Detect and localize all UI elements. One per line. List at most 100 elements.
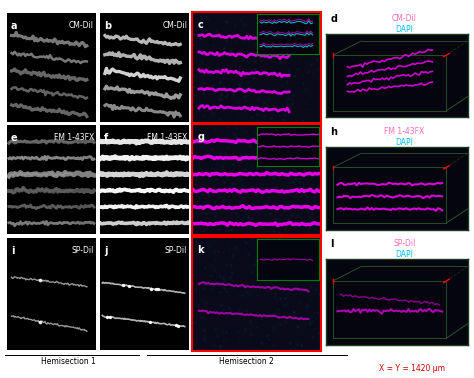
Point [282, 27, 290, 33]
Point [302, 263, 310, 269]
Point [239, 94, 246, 100]
Text: Z= 497 μm: Z= 497 μm [383, 149, 426, 158]
Point [291, 263, 299, 269]
Point [285, 155, 293, 161]
Point [306, 321, 314, 327]
Point [280, 347, 288, 353]
Point [229, 194, 237, 200]
Point [313, 325, 320, 331]
Point [252, 42, 259, 48]
Point [194, 333, 201, 339]
Point [306, 218, 313, 225]
Point [269, 37, 276, 43]
Point [291, 308, 298, 314]
Point [283, 96, 291, 102]
Point [252, 311, 259, 318]
Point [237, 333, 245, 339]
Point [241, 326, 249, 332]
Point [260, 113, 268, 119]
Point [197, 95, 205, 101]
Text: DAPI: DAPI [301, 257, 319, 266]
Point [251, 66, 259, 72]
Text: e: e [10, 133, 17, 143]
Point [203, 103, 210, 109]
Text: FM 1-43FX: FM 1-43FX [147, 133, 187, 142]
Point [316, 330, 323, 336]
Point [315, 28, 322, 34]
Point [277, 24, 285, 30]
Point [301, 86, 309, 92]
Point [220, 84, 228, 90]
Point [237, 28, 244, 34]
Point [226, 206, 234, 212]
Point [301, 258, 309, 264]
Point [241, 150, 248, 156]
Point [220, 161, 228, 167]
Text: b: b [104, 21, 111, 31]
Point [268, 115, 275, 121]
Point [265, 194, 273, 200]
Point [198, 40, 205, 46]
Point [294, 277, 302, 283]
Point [190, 184, 198, 190]
Point [198, 88, 205, 94]
Point [255, 210, 262, 216]
Point [294, 197, 302, 203]
Point [284, 103, 292, 109]
Point [317, 237, 325, 243]
Point [295, 285, 302, 291]
Point [200, 256, 207, 262]
Point [266, 43, 273, 49]
Point [237, 79, 245, 85]
Point [269, 91, 277, 97]
Point [227, 274, 234, 280]
Point [301, 57, 309, 63]
Point [246, 335, 254, 341]
Point [243, 250, 251, 256]
Point [245, 251, 253, 257]
Point [231, 244, 239, 250]
Point [224, 46, 231, 53]
Point [265, 29, 273, 36]
Point [210, 282, 217, 288]
Point [304, 288, 311, 294]
Point [197, 171, 204, 177]
Point [210, 266, 218, 272]
Point [241, 260, 248, 266]
Point [190, 265, 197, 271]
Point [213, 220, 220, 226]
Point [251, 58, 259, 64]
Point [228, 270, 236, 276]
Point [282, 25, 290, 31]
Point [292, 56, 300, 62]
Point [174, 322, 182, 328]
Point [315, 338, 323, 344]
Point [247, 114, 255, 120]
Point [217, 71, 225, 77]
Point [280, 78, 288, 84]
Point [280, 208, 288, 214]
Point [223, 11, 231, 17]
Point [301, 101, 309, 107]
Point [211, 256, 219, 262]
Point [213, 195, 221, 201]
Point [223, 19, 231, 25]
Point [210, 42, 217, 48]
Point [215, 98, 222, 104]
Point [282, 57, 289, 63]
Point [303, 191, 311, 197]
Point [207, 142, 214, 148]
Point [247, 249, 255, 255]
Point [251, 173, 259, 179]
Point [283, 257, 291, 263]
Point [291, 309, 298, 315]
Point [263, 200, 271, 206]
Point [272, 16, 280, 22]
Point [266, 43, 274, 49]
Point [210, 110, 218, 116]
Point [241, 222, 248, 228]
Point [272, 101, 280, 107]
Text: DAPI: DAPI [395, 25, 413, 34]
Point [317, 305, 325, 311]
Point [253, 271, 260, 277]
